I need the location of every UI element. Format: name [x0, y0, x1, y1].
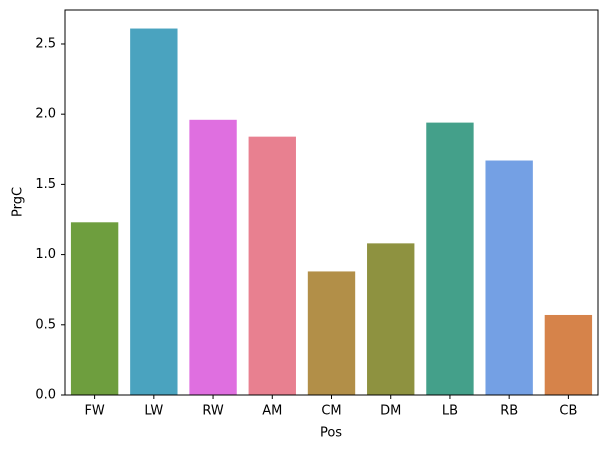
- bar: [248, 136, 296, 395]
- y-tick-label: 0.5: [35, 317, 56, 332]
- plot-frame: [64, 9, 599, 396]
- x-tick-label: LB: [442, 404, 458, 419]
- x-tick-label: RB: [500, 404, 518, 419]
- bar: [426, 122, 474, 396]
- x-tick-label: AM: [262, 404, 282, 419]
- bar: [130, 28, 178, 396]
- y-tick-label: 1.5: [35, 177, 56, 192]
- bar: [544, 314, 593, 395]
- x-tick-label: CM: [321, 404, 341, 419]
- x-tick-label: CB: [559, 404, 577, 419]
- y-tick-label: 2.5: [35, 36, 56, 51]
- y-tick-label: 2.0: [35, 107, 56, 122]
- x-tick-label: RW: [202, 404, 224, 419]
- bar: [189, 119, 237, 396]
- y-axis-label: PrgC: [11, 187, 26, 217]
- bar: [485, 160, 533, 395]
- x-tick-label: FW: [84, 404, 104, 419]
- x-tick-label: DM: [380, 404, 401, 419]
- bar: [367, 243, 415, 395]
- bar: [70, 222, 119, 395]
- y-tick-label: 0.0: [35, 388, 56, 403]
- x-tick-label: LW: [144, 404, 163, 419]
- y-tick-label: 1.0: [35, 247, 56, 262]
- bar: [307, 271, 356, 395]
- x-axis-label: Pos: [320, 426, 342, 441]
